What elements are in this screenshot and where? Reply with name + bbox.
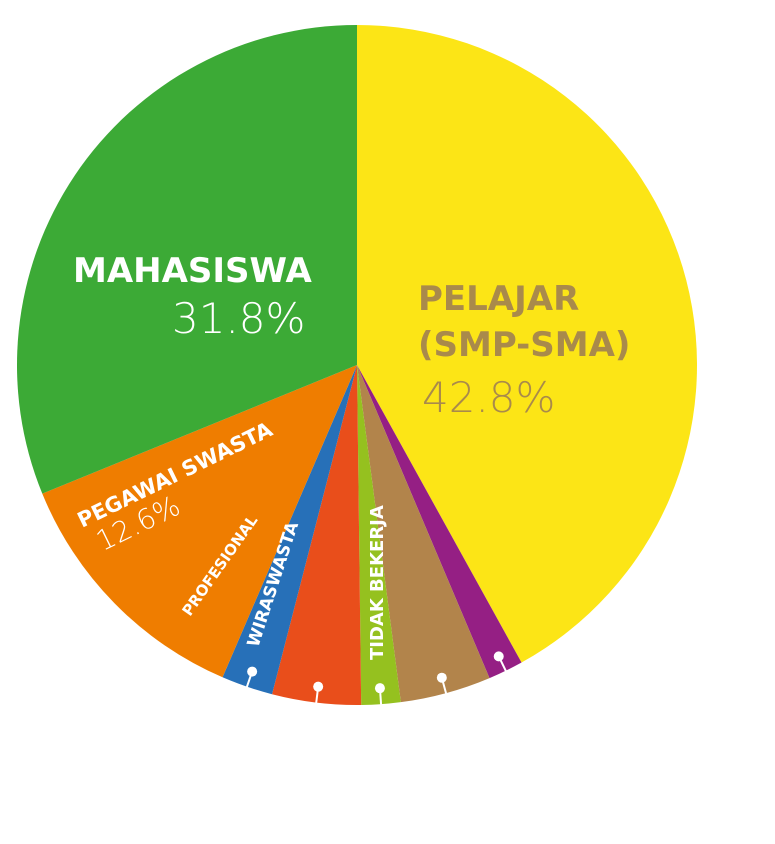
- pie-slices: [16, 25, 698, 705]
- slice-value-mahasiswa: 31.8%: [172, 294, 305, 343]
- slice-label-pelajar-line1: PELAJAR: [418, 279, 579, 319]
- marker-dot-tidak-bekerja: [436, 672, 447, 683]
- slice-value-pelajar: 42.8%: [422, 373, 555, 422]
- pie-slice-profesional: [222, 365, 357, 695]
- slice-label-pelajar-line2: (SMP-SMA): [418, 325, 630, 365]
- marker-dot-purple: [493, 651, 504, 662]
- marker-dot-profesional: [247, 666, 258, 677]
- marker-dot-wiraswasta: [313, 681, 324, 692]
- pie-slice-purple: [357, 365, 522, 679]
- pie-slice-mahasiswa: [16, 25, 357, 494]
- slice-label-mahasiswa: MAHASISWA: [73, 251, 313, 291]
- pie-slice-tidak-bekerja: [357, 365, 490, 703]
- pie-slice-pegawai-swasta: [42, 365, 357, 678]
- slice-label-tidak-bekerja: TIDAK BEKERJA: [367, 505, 388, 660]
- pie-slice-wiraswasta: [272, 365, 362, 705]
- pie-slice-pelajar: [357, 25, 698, 663]
- pie-slice-lime: [357, 365, 401, 705]
- slice-markers: [244, 651, 509, 709]
- marker-dot-lime: [374, 683, 385, 694]
